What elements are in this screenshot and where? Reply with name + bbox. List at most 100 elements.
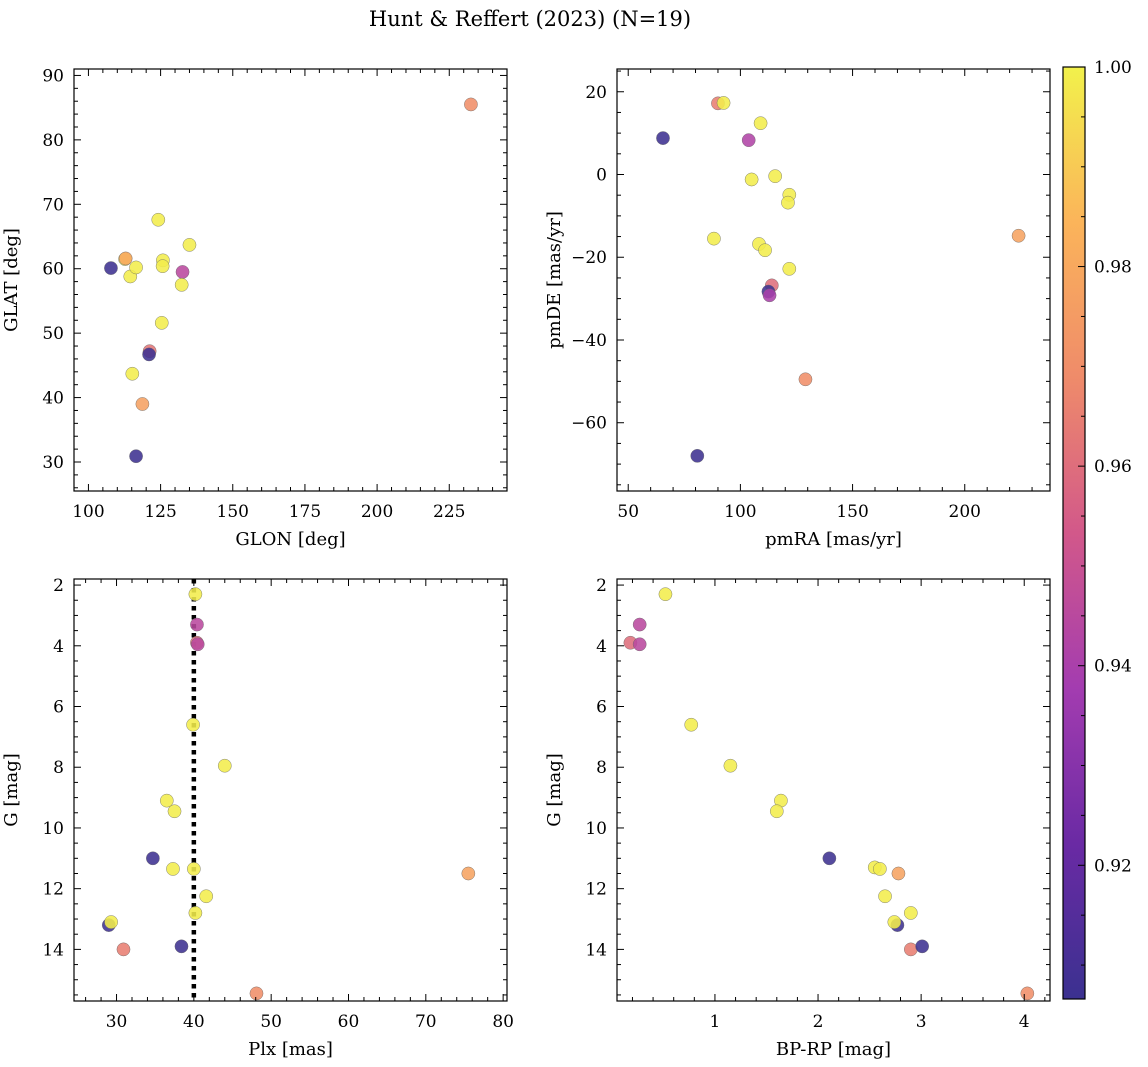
y-axis-label: GLAT [deg]: [1, 228, 22, 332]
ticks-glon-glat: 100 125 150 175 200 225 30 40 50 60 70 80 90: [42, 66, 508, 522]
data-point: [104, 915, 118, 929]
colorbar-tick-label: 1.00: [1094, 58, 1132, 78]
x-tick-label: 100: [72, 502, 104, 522]
y-tick-label: 6: [53, 698, 64, 718]
colorbar-tick-label: 0.94: [1094, 657, 1132, 677]
y-tick-label: 50: [42, 324, 64, 344]
x-tick-label: 2: [813, 1012, 824, 1032]
y-tick-label: 2: [53, 576, 64, 596]
y-tick-label: −40: [571, 331, 607, 351]
data-point: [904, 942, 918, 957]
x-axis-label: BP-RP [mag]: [776, 1039, 891, 1060]
x-axis-label: Plx [mas]: [248, 1039, 333, 1060]
data-point: [142, 347, 156, 362]
data-point: [187, 862, 201, 876]
data-point: [798, 372, 813, 387]
y-tick-label: 70: [42, 195, 64, 215]
data-point: [822, 851, 837, 866]
y-axis-label: G [mag]: [1, 753, 22, 826]
data-point: [188, 587, 203, 601]
data-point: [217, 758, 232, 773]
data-point: [707, 231, 721, 246]
data-point: [887, 915, 902, 929]
x-axis-label: pmRA [mas/yr]: [765, 529, 902, 550]
y-tick-label: 80: [42, 131, 64, 151]
data-point: [125, 366, 140, 381]
data-point: [1020, 986, 1035, 1001]
data-point: [188, 906, 203, 920]
axes-frame: [73, 68, 508, 492]
data-point: [175, 265, 190, 279]
data-point: [118, 251, 133, 266]
data-point: [151, 212, 166, 227]
y-tick-label: 2: [596, 576, 607, 596]
y-tick-label: 6: [596, 698, 607, 718]
x-tick-label: 125: [144, 502, 176, 522]
colorbar-gradient: [1063, 67, 1085, 999]
data-point: [154, 316, 169, 330]
y-tick-label: 14: [42, 940, 64, 960]
y-tick-label: 14: [585, 940, 607, 960]
data-point: [190, 637, 205, 652]
data-point: [781, 195, 795, 210]
data-point: [782, 262, 797, 276]
x-tick-label: 80: [492, 1012, 514, 1032]
colorbar-tick-label: 0.92: [1094, 856, 1132, 876]
data-point: [186, 717, 200, 732]
data-point: [656, 131, 670, 145]
data-point: [762, 288, 777, 303]
axes-frame: [616, 578, 1051, 1002]
y-axis-label: pmDE [mas/yr]: [544, 211, 565, 349]
points-pmra-pmde: [656, 96, 1026, 463]
data-point: [104, 261, 118, 275]
data-point: [904, 906, 918, 920]
y-tick-label: 10: [42, 819, 64, 839]
x-tick-label: 200: [361, 502, 393, 522]
x-axis-label: GLON [deg]: [235, 529, 345, 550]
data-point: [915, 939, 929, 954]
ticks-plx-g: 30 40 50 60 70 80 2 4 6 8 10 12 14: [42, 576, 514, 1032]
data-point: [769, 804, 784, 819]
data-point: [744, 172, 759, 187]
colorbar-tick-label: 0.96: [1094, 457, 1132, 477]
data-point: [461, 866, 476, 881]
y-tick-label: −20: [571, 248, 607, 268]
y-tick-label: 12: [42, 880, 64, 900]
data-point: [741, 133, 756, 147]
axes-frame: [616, 68, 1051, 492]
y-tick-label: 4: [596, 637, 607, 657]
x-tick-label: 4: [1019, 1012, 1030, 1032]
y-axis-label: G [mag]: [544, 753, 565, 826]
scatter-panel-pmra-pmde: 50 100 150 200 −60 −40 −20 0 20 pmRA [mas/yr] pmDE…: [544, 68, 1051, 550]
data-point: [155, 259, 170, 273]
y-tick-label: 20: [585, 83, 607, 103]
y-tick-label: −60: [571, 414, 607, 434]
y-tick-label: 0: [596, 166, 607, 186]
data-point: [129, 260, 143, 275]
x-tick-label: 70: [415, 1012, 437, 1032]
colorbar: 0.92 0.94 0.96 0.98 1.00: [1062, 58, 1132, 1000]
data-point: [1011, 228, 1026, 243]
data-point: [135, 397, 150, 411]
x-tick-label: 1: [710, 1012, 721, 1032]
data-point: [684, 717, 699, 732]
data-point: [632, 617, 647, 632]
points-plx-g: [101, 579, 476, 1001]
y-tick-label: 10: [585, 819, 607, 839]
data-point: [167, 804, 182, 819]
data-point: [878, 889, 892, 904]
y-tick-label: 8: [596, 758, 607, 778]
data-point: [116, 942, 131, 957]
data-point: [753, 116, 768, 130]
data-point: [129, 449, 143, 464]
points-bprp-g: [623, 587, 1035, 1001]
x-tick-label: 100: [724, 502, 756, 522]
data-point: [199, 889, 214, 904]
data-point: [716, 96, 731, 110]
y-tick-label: 90: [42, 66, 64, 86]
x-tick-label: 150: [217, 502, 249, 522]
x-tick-label: 30: [106, 1012, 128, 1032]
y-tick-label: 60: [42, 260, 64, 280]
